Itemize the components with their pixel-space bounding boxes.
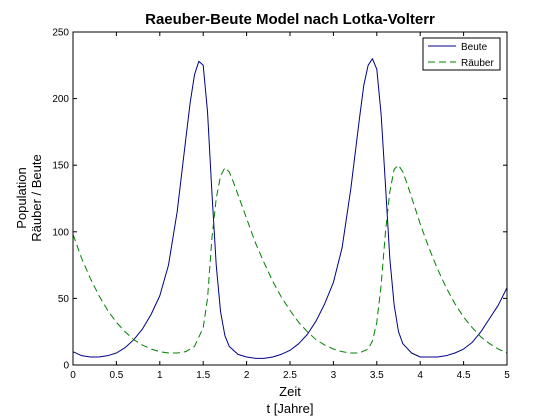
y-tick-label: 0: [63, 361, 69, 372]
y-axis-label-line2: Räuber / Beute: [29, 154, 44, 241]
x-tick-label: 3.5: [370, 370, 384, 381]
x-tick-label: 4: [417, 370, 423, 381]
plot-area: [73, 32, 507, 365]
y-tick-label: 250: [52, 28, 69, 39]
chart-title: Raeuber-Beute Model nach Lotka-Volterr: [145, 11, 435, 28]
y-axis-ticks: 0 50 100 150 200 250: [52, 28, 507, 372]
y-axis-label-line1: Population: [14, 167, 29, 228]
series-line-beute: [72, 58, 508, 359]
y-tick-label: 200: [52, 94, 69, 105]
y-tick-label: 100: [52, 227, 69, 238]
x-tick-label: 0.5: [109, 370, 123, 381]
y-tick-label: 150: [52, 161, 69, 172]
x-axis-ticks: 0 0.5 1 1.5 2 2.5 3 3.5 4 4.5 5: [70, 32, 510, 381]
legend-label-raeuber: Räuber: [461, 58, 494, 69]
legend-box: [422, 37, 501, 71]
x-tick-label: 2.5: [283, 370, 297, 381]
x-tick-label: 0: [70, 370, 76, 381]
legend: Beute Räuber: [422, 37, 501, 71]
x-axis-label-line2: t [Jahre]: [267, 401, 314, 416]
x-tick-label: 3: [331, 370, 337, 381]
x-tick-label: 5: [504, 370, 510, 381]
y-tick-label: 50: [58, 294, 70, 305]
x-axis-label-line1: Zeit: [279, 384, 301, 399]
x-tick-label: 2: [244, 370, 250, 381]
x-tick-label: 1.5: [196, 370, 210, 381]
series-layer: [72, 58, 508, 359]
x-tick-label: 1: [157, 370, 163, 381]
x-tick-label: 4.5: [457, 370, 471, 381]
legend-label-beute: Beute: [461, 42, 488, 53]
